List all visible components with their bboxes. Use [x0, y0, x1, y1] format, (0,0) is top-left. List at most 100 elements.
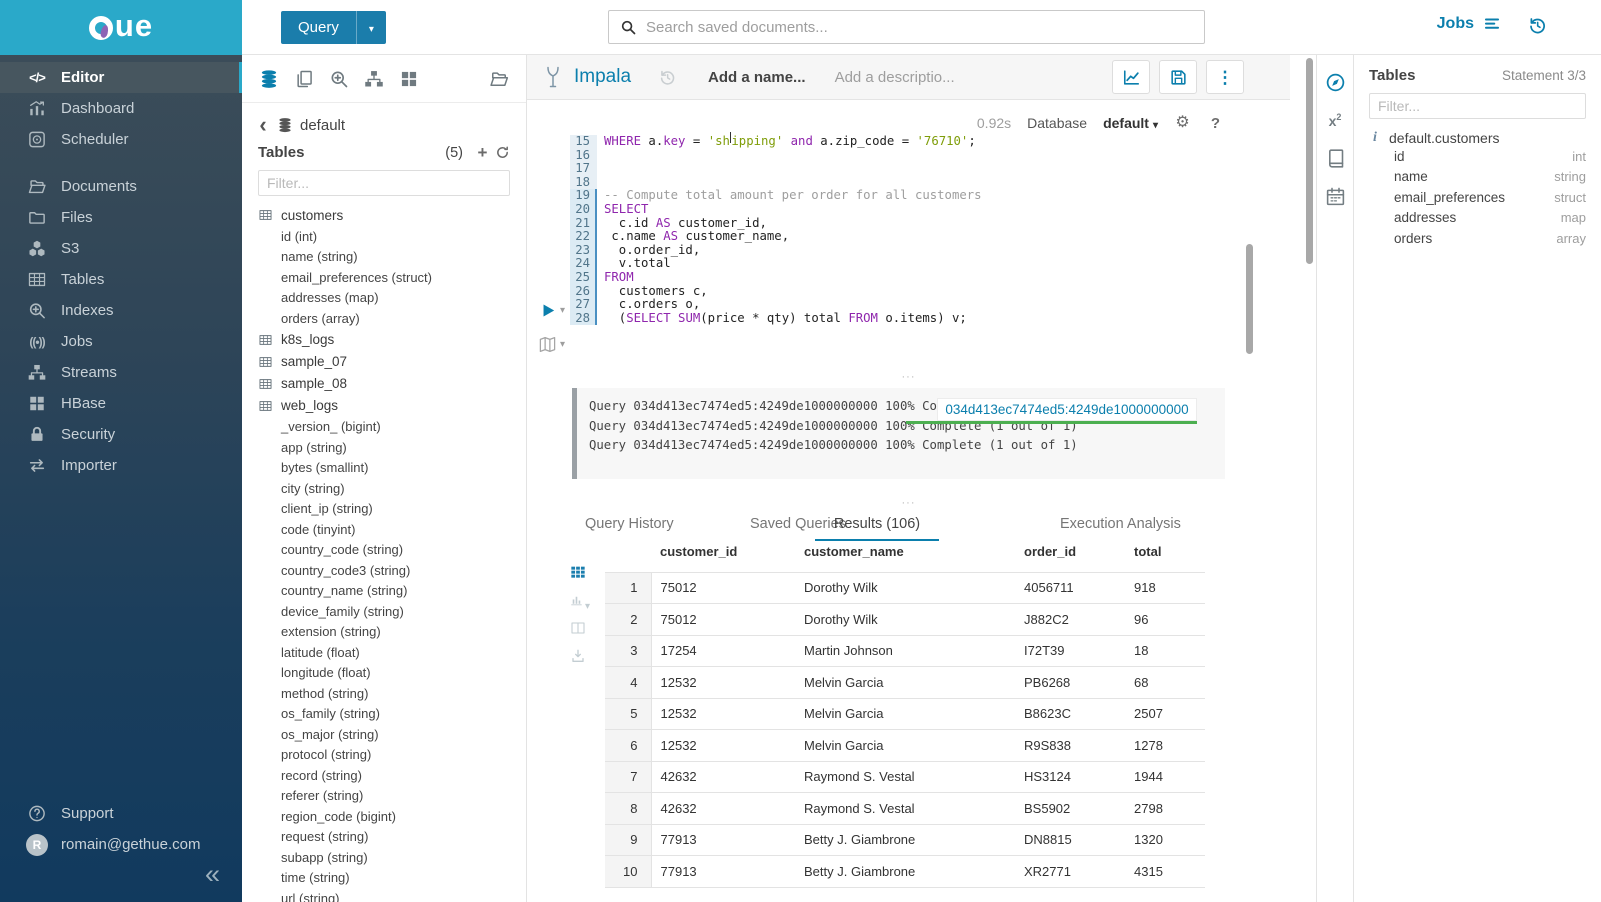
blocks-icon[interactable]	[399, 69, 419, 89]
jobs-link[interactable]: Jobs	[1437, 15, 1502, 33]
save-button[interactable]	[1159, 60, 1197, 94]
documents-icon[interactable]	[489, 69, 509, 89]
query-history-icon[interactable]	[658, 68, 677, 87]
sidebar-item-hbase[interactable]: HBase	[0, 388, 242, 419]
results-column-header[interactable]: order_id	[1024, 544, 1077, 560]
refresh-tables-icon[interactable]	[495, 145, 510, 160]
execute-play-button[interactable]	[540, 302, 557, 319]
table-row[interactable]: 1 75012 Dorothy Wilk 4056711 918	[605, 571, 1205, 604]
sidebar-item-files[interactable]: Files	[0, 202, 242, 233]
column-row-name[interactable]: name string	[1369, 167, 1586, 188]
table-item-sample-08[interactable]: sample_08	[258, 373, 510, 395]
column-item[interactable]: device_family (string)	[281, 603, 404, 619]
results-columns-icon[interactable]	[570, 620, 586, 636]
results-download-icon[interactable]	[570, 648, 586, 664]
active-table-row[interactable]: i default.customers	[1369, 130, 1586, 146]
results-column-header[interactable]: total	[1134, 544, 1162, 560]
column-row-email-preferences[interactable]: email_preferences struct	[1369, 187, 1586, 208]
column-item[interactable]: city (string)	[281, 480, 345, 496]
table-row[interactable]: 2 75012 Dorothy Wilk J882C2 96	[605, 603, 1205, 635]
table-row[interactable]: 6 12532 Melvin Garcia R9S838 1278	[605, 729, 1205, 761]
results-column-header[interactable]: customer_name	[804, 544, 904, 560]
column-item[interactable]: id (int)	[281, 228, 318, 244]
tables-filter-input[interactable]	[258, 170, 510, 196]
tab-query-history[interactable]: Query History	[585, 516, 674, 532]
table-item-customers[interactable]: customers	[258, 204, 510, 226]
table-item-sample-07[interactable]: sample_07	[258, 351, 510, 373]
table-row[interactable]: 4 12532 Melvin Garcia PB6268 68	[605, 666, 1205, 698]
settings-gear-icon[interactable]: ⚙	[1175, 114, 1190, 131]
column-item[interactable]: referer (string)	[281, 788, 364, 804]
magnifier-plus-icon[interactable]	[329, 69, 349, 89]
column-item[interactable]: os_family (string)	[281, 706, 380, 722]
database-icon[interactable]	[259, 69, 279, 89]
engine-name[interactable]: Impala	[574, 66, 632, 87]
table-row[interactable]: 9 77913 Betty J. Giambrone DN8815 1320	[605, 823, 1205, 856]
database-selector[interactable]: default ▾	[1103, 115, 1158, 131]
column-item[interactable]: _version_ (bigint)	[281, 419, 381, 435]
sidebar-item-s3[interactable]: S3	[0, 233, 242, 264]
column-row-orders[interactable]: orders array	[1369, 228, 1586, 249]
documents-history-icon[interactable]	[1527, 15, 1548, 36]
column-item[interactable]: protocol (string)	[281, 747, 372, 763]
sidebar-item-dashboard[interactable]: Dashboard	[0, 93, 242, 124]
column-item[interactable]: country_name (string)	[281, 583, 408, 599]
column-item[interactable]: bytes (smallint)	[281, 460, 369, 476]
resize-handle[interactable]: ···	[901, 371, 916, 383]
column-item[interactable]: app (string)	[281, 439, 347, 455]
new-query-button[interactable]: Query ▾	[281, 11, 386, 44]
tab-saved-queries[interactable]: Saved Queries	[750, 516, 846, 532]
column-item[interactable]: code (tinyint)	[281, 521, 356, 537]
table-row[interactable]: 7 42632 Raymond S. Vestal HS3124 1944	[605, 760, 1205, 793]
compass-icon[interactable]	[1325, 72, 1346, 93]
results-grid-icon[interactable]	[570, 564, 586, 580]
table-item-web-logs[interactable]: web_logs	[258, 395, 510, 417]
column-item[interactable]: addresses (map)	[281, 290, 379, 306]
results-chart-icon[interactable]	[570, 592, 583, 608]
query-id-badge[interactable]: 034d413ec7474ed5:4249de1000000000	[937, 398, 1197, 421]
results-column-header[interactable]: customer_id	[660, 544, 738, 560]
results-chart-caret[interactable]: ▾	[584, 600, 590, 612]
tab-execution-analysis[interactable]: Execution Analysis	[1060, 516, 1181, 532]
column-item[interactable]: client_ip (string)	[281, 501, 373, 517]
sidebar-item-tables[interactable]: Tables	[0, 264, 242, 295]
column-item[interactable]: method (string)	[281, 685, 369, 701]
column-item[interactable]: extension (string)	[281, 624, 381, 640]
table-row[interactable]: 8 42632 Raymond S. Vestal BS5902 2798	[605, 792, 1205, 824]
hue-logo[interactable]: ue	[0, 0, 242, 55]
search-input[interactable]	[637, 18, 1204, 36]
chart-button[interactable]	[1112, 60, 1150, 94]
column-item[interactable]: name (string)	[281, 249, 358, 265]
query-description-field[interactable]: Add a descriptio...	[834, 68, 955, 86]
sidebar-item-support[interactable]: Support	[0, 798, 242, 829]
sql-code-editor[interactable]: 15 WHERE a.key = 'sh ipping' and a.zip_cod…	[570, 132, 982, 326]
tab-results-106[interactable]: Results (106)	[815, 510, 939, 541]
query-dropdown-caret[interactable]: ▾	[355, 11, 386, 44]
resize-handle[interactable]: ···	[901, 497, 916, 509]
column-item[interactable]: orders (array)	[281, 310, 360, 326]
ref-book-icon[interactable]	[1325, 148, 1346, 169]
calendar-icon[interactable]	[1325, 186, 1346, 207]
column-item[interactable]: country_code (string)	[281, 542, 404, 558]
table-row[interactable]: 5 12532 Melvin Garcia B8623C 2507	[605, 697, 1205, 730]
copy-icon[interactable]	[294, 69, 314, 89]
sidebar-item-importer[interactable]: Importer	[0, 450, 242, 481]
table-row[interactable]: 10 77913 Betty J. Giambrone XR2771 4315	[605, 855, 1205, 888]
column-item[interactable]: os_major (string)	[281, 726, 379, 742]
table-row[interactable]: 3 17254 Martin Johnson I72T39 18	[605, 634, 1205, 667]
column-item[interactable]: request (string)	[281, 829, 369, 845]
sidebar-item-scheduler[interactable]: Scheduler	[0, 124, 242, 155]
sidebar-item-indexes[interactable]: Indexes	[0, 295, 242, 326]
sidebar-item-security[interactable]: Security	[0, 419, 242, 450]
sidebar-item-editor[interactable]: </> Editor	[0, 62, 242, 93]
execute-options-caret[interactable]: ▾	[560, 305, 566, 316]
column-item[interactable]: region_code (bigint)	[281, 808, 396, 824]
right-filter-input[interactable]	[1369, 93, 1586, 119]
back-chevron-icon[interactable]: ‹	[259, 112, 267, 137]
table-item-k8s-logs[interactable]: k8s_logs	[258, 329, 510, 351]
column-item[interactable]: latitude (float)	[281, 644, 360, 660]
database-name[interactable]: default	[300, 116, 346, 134]
sidebar-collapse-icon[interactable]: «	[204, 859, 220, 889]
